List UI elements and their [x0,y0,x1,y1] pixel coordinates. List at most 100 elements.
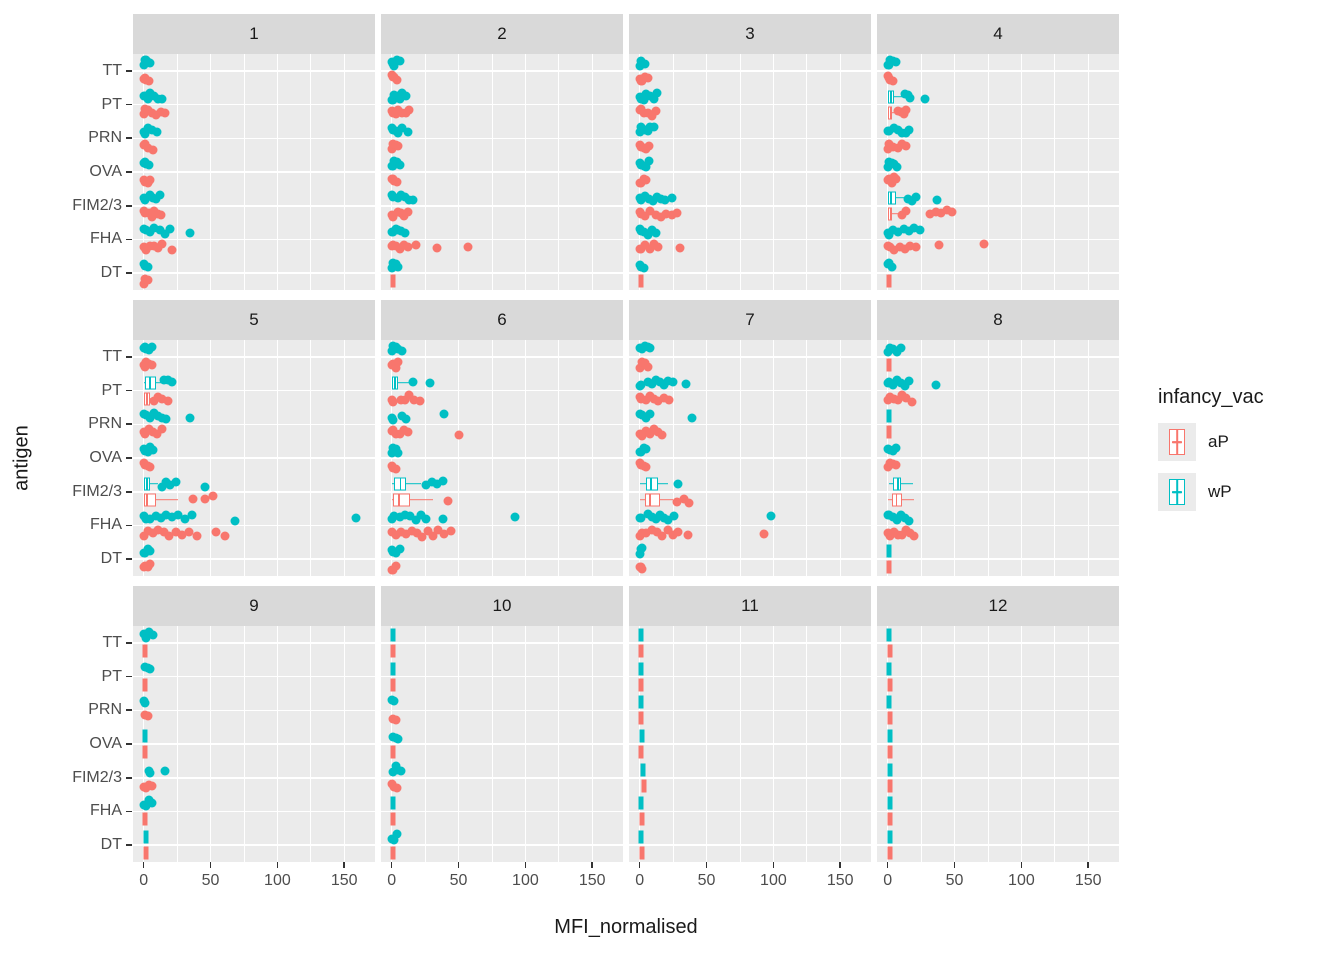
y-tick-mark [126,675,132,678]
data-point [667,210,677,220]
data-point [391,363,401,373]
gridline-major [133,137,375,140]
data-point [663,376,673,386]
data-point [152,429,162,439]
gridline-major [381,777,623,779]
data-point [644,156,654,166]
boxplot-median [146,392,148,406]
boxplot-median [146,477,148,491]
data-point [185,413,195,423]
data-point [653,242,663,252]
facet-strip: 2 [381,14,623,54]
boxplot-whisker [889,482,894,485]
gridline-major [133,709,375,712]
data-point [672,208,682,217]
gridline-major [381,491,623,493]
data-point [392,783,402,793]
gridline-major [629,389,871,392]
data-point [463,242,473,252]
data-point [395,544,405,554]
y-tick-label: TT [102,633,122,651]
gridline-major [381,524,623,527]
boxplot-median [399,477,402,491]
data-point [387,263,397,273]
collapsed-box-dash [886,695,892,709]
data-point [139,109,149,119]
data-point [911,192,921,202]
data-point [404,105,414,115]
data-point [905,241,915,251]
data-point [907,196,917,206]
data-point [165,224,175,234]
collapsed-box-dash [143,846,149,860]
gridline-major [381,709,623,712]
data-point [400,510,410,520]
data-point [931,207,941,216]
gridline-major [133,70,375,72]
data-point [639,95,649,105]
collapsed-box-dash [638,644,644,658]
data-point [388,212,398,222]
data-point [421,514,431,524]
data-point [675,243,685,253]
data-point [157,239,167,249]
data-point [143,275,153,285]
x-tick-label: 0 [387,872,397,889]
data-point [192,531,202,541]
gridline-major [629,558,871,560]
boxplot-box [394,477,407,491]
gridline-major [629,238,871,241]
data-point [644,141,654,151]
data-point [145,514,155,524]
gridline-major [877,743,1119,745]
gridline-major [133,491,375,493]
data-point [899,224,909,234]
data-point [147,125,157,135]
data-point [157,482,167,492]
data-point [636,513,646,523]
data-point [932,195,942,205]
data-point [893,227,903,237]
data-point [640,59,650,69]
data-point [145,58,155,68]
data-point [411,515,421,525]
data-point [153,525,163,535]
data-point [157,394,167,404]
y-tick-label: FHA [90,802,122,820]
collapsed-box-dash [887,796,893,810]
gridline-major [381,103,623,106]
gridline-major [629,524,871,527]
data-point [645,206,655,216]
data-point [392,75,402,85]
boxplot-whisker [155,498,179,501]
collapsed-box-dash [886,560,892,574]
legend-label-aP: aP [1208,432,1229,451]
data-point [891,460,901,470]
facet-panel [629,340,871,576]
data-point [901,105,911,115]
x-tick-mark [591,862,594,868]
gridline-major [381,642,623,644]
boxplot-whisker [887,196,889,199]
gridline-major [877,389,1119,392]
data-point [171,527,181,537]
x-tick-label: 150 [578,872,606,889]
data-point [400,228,410,238]
collapsed-box-dash [887,745,893,759]
data-point [664,395,674,405]
gridline-major [629,810,871,813]
data-point [417,532,427,542]
y-tick-label: PRN [88,129,122,147]
collapsed-box-dash [142,678,148,692]
y-tick-mark [126,103,132,106]
x-tick-mark [1087,862,1090,868]
gridline-major [629,675,871,678]
data-point [395,429,405,439]
collapsed-box-dash [142,729,148,743]
data-point [636,195,646,205]
data-point [907,397,917,407]
data-point [145,462,155,472]
facet-strip: 11 [629,586,871,626]
data-point [648,196,658,206]
